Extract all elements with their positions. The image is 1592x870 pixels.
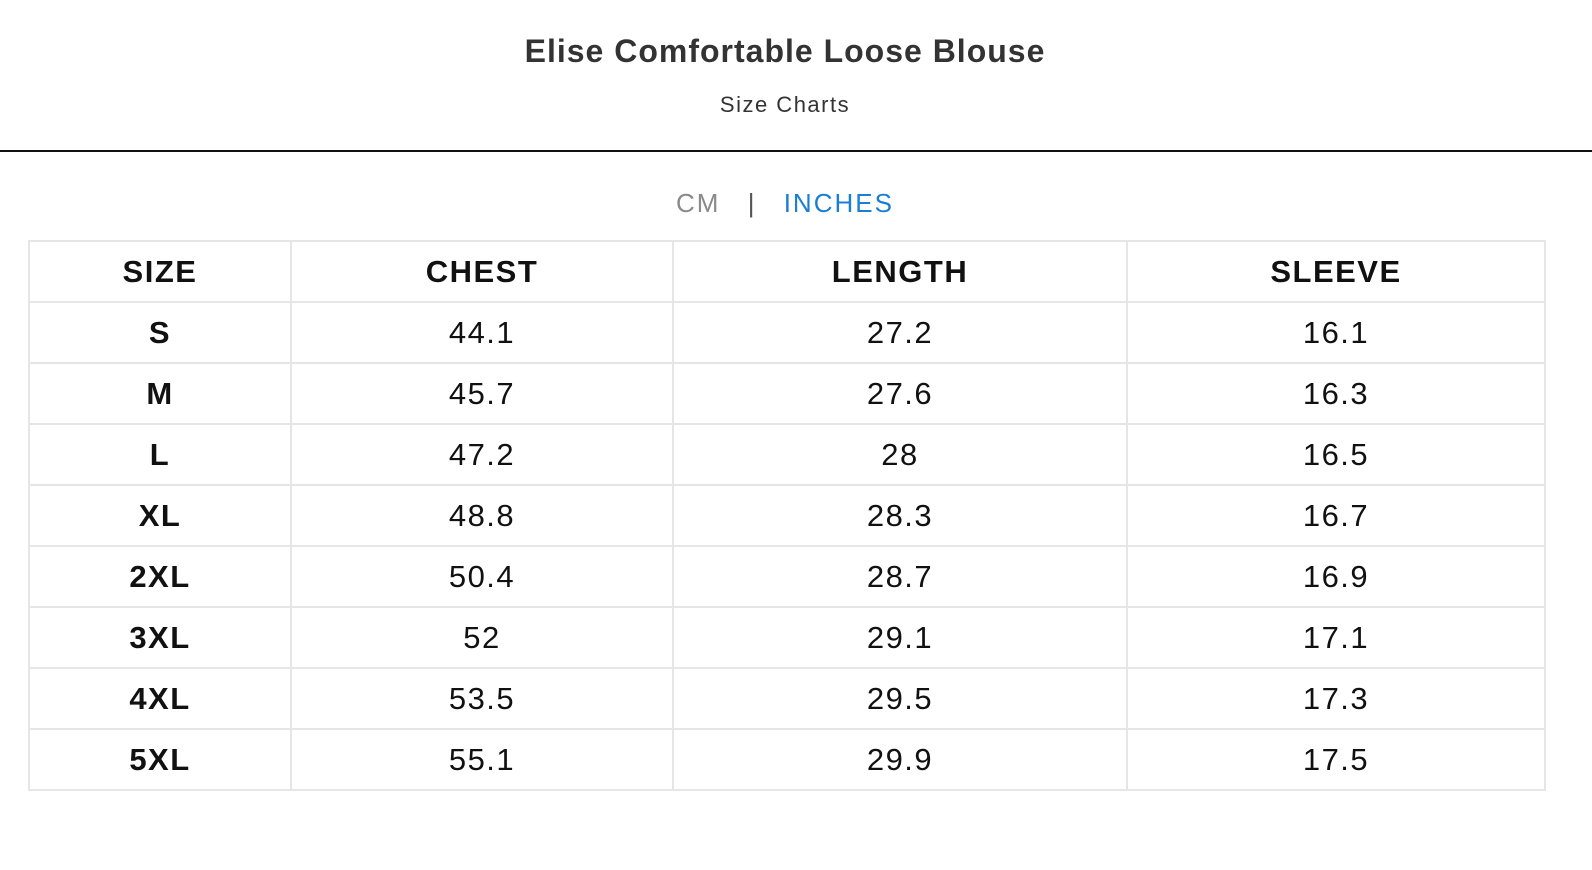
- chest-cell: 45.7: [290, 362, 674, 425]
- unit-separator: |: [747, 187, 757, 218]
- table-row: L 47.2 28 16.5: [28, 423, 1546, 486]
- size-cell: 2XL: [28, 545, 292, 608]
- table-row: 5XL 55.1 29.9 17.5: [28, 728, 1546, 791]
- page-subtitle: Size Charts: [719, 92, 851, 117]
- column-header-length: LENGTH: [672, 240, 1128, 303]
- page-title: Elise Comfortable Loose Blouse: [524, 33, 1046, 69]
- header: Elise Comfortable Loose Blouse Size Char…: [0, 0, 1592, 152]
- length-cell: 29.1: [672, 606, 1128, 669]
- sleeve-cell: 17.5: [1126, 728, 1546, 791]
- chest-cell: 50.4: [290, 545, 674, 608]
- sleeve-cell: 17.3: [1126, 667, 1546, 730]
- length-cell: 28.7: [672, 545, 1128, 608]
- chest-cell: 47.2: [290, 423, 674, 486]
- table-row: S 44.1 27.2 16.1: [28, 301, 1546, 364]
- length-cell: 27.2: [672, 301, 1128, 364]
- column-header-size: SIZE: [28, 240, 292, 303]
- unit-inches-button[interactable]: INCHES: [783, 187, 894, 218]
- size-cell: M: [28, 362, 292, 425]
- unit-toggle: CM | INCHES: [0, 186, 1570, 219]
- size-cell: L: [28, 423, 292, 486]
- size-cell: S: [28, 301, 292, 364]
- table-row: 2XL 50.4 28.7 16.9: [28, 545, 1546, 608]
- table-row: M 45.7 27.6 16.3: [28, 362, 1546, 425]
- unit-cm-button[interactable]: CM: [676, 187, 721, 218]
- chest-cell: 53.5: [290, 667, 674, 730]
- length-cell: 28.3: [672, 484, 1128, 547]
- table-header-row: SIZE CHEST LENGTH SLEEVE: [28, 240, 1546, 303]
- sleeve-cell: 16.5: [1126, 423, 1546, 486]
- chest-cell: 55.1: [290, 728, 674, 791]
- sleeve-cell: 16.9: [1126, 545, 1546, 608]
- chest-cell: 48.8: [290, 484, 674, 547]
- size-cell: 4XL: [28, 667, 292, 730]
- length-cell: 29.9: [672, 728, 1128, 791]
- length-cell: 28: [672, 423, 1128, 486]
- sleeve-cell: 16.3: [1126, 362, 1546, 425]
- column-header-sleeve: SLEEVE: [1126, 240, 1546, 303]
- chest-cell: 52: [290, 606, 674, 669]
- sleeve-cell: 16.7: [1126, 484, 1546, 547]
- size-cell: 5XL: [28, 728, 292, 791]
- column-header-chest: CHEST: [290, 240, 674, 303]
- table-row: 3XL 52 29.1 17.1: [28, 606, 1546, 669]
- size-cell: XL: [28, 484, 292, 547]
- size-cell: 3XL: [28, 606, 292, 669]
- length-cell: 29.5: [672, 667, 1128, 730]
- sleeve-cell: 16.1: [1126, 301, 1546, 364]
- table-row: XL 48.8 28.3 16.7: [28, 484, 1546, 547]
- length-cell: 27.6: [672, 362, 1128, 425]
- table-row: 4XL 53.5 29.5 17.3: [28, 667, 1546, 730]
- chest-cell: 44.1: [290, 301, 674, 364]
- sleeve-cell: 17.1: [1126, 606, 1546, 669]
- size-table: SIZE CHEST LENGTH SLEEVE S 44.1 27.2 16.…: [28, 240, 1546, 791]
